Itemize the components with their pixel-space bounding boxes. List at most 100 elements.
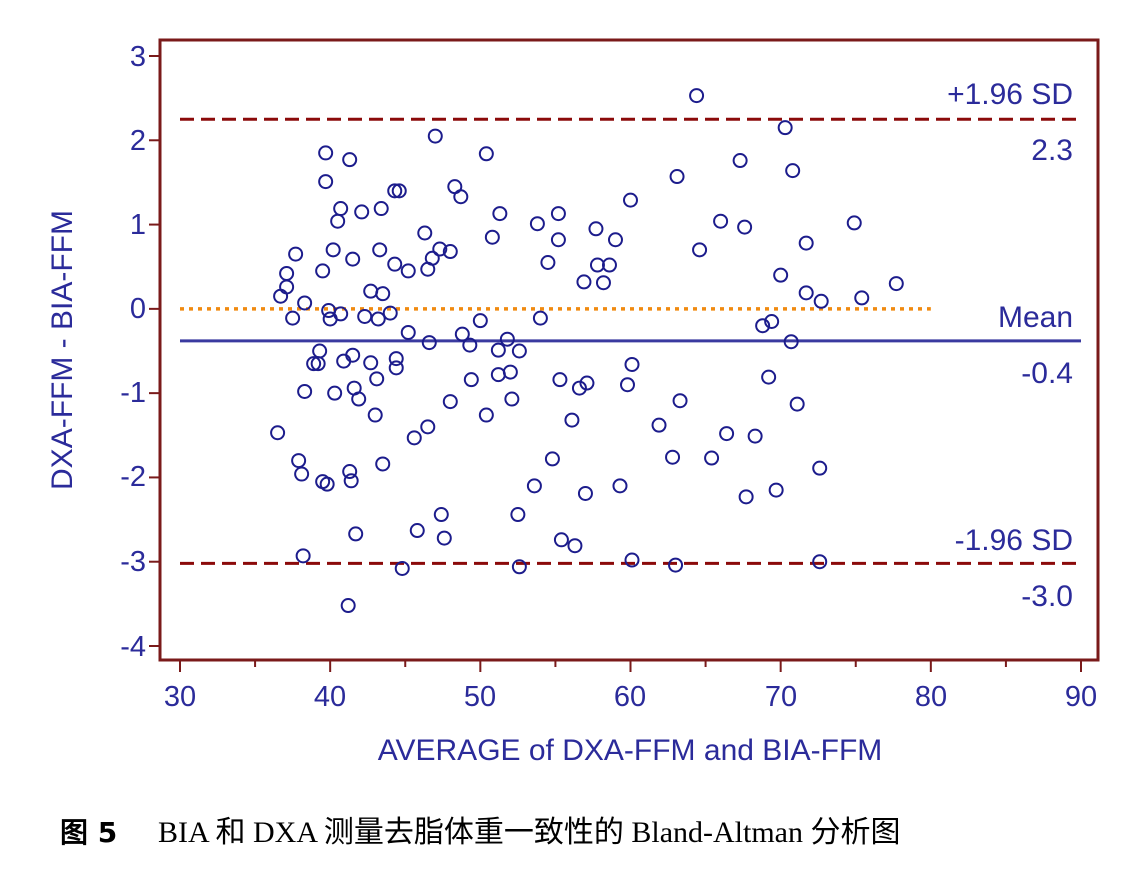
data-point xyxy=(511,343,527,359)
axis-ticks xyxy=(149,55,1082,672)
data-point xyxy=(409,523,425,539)
data-point xyxy=(388,360,404,376)
data-point xyxy=(773,267,789,283)
data-point xyxy=(490,367,506,383)
y-tick-label: -3 xyxy=(120,546,146,578)
y-tick-label: 2 xyxy=(130,125,146,157)
data-point xyxy=(665,449,681,465)
data-point xyxy=(529,216,545,232)
data-point xyxy=(526,478,542,494)
data-point xyxy=(737,219,753,235)
data-point xyxy=(432,241,448,257)
data-point xyxy=(327,385,343,401)
data-point xyxy=(490,342,506,358)
data-point xyxy=(553,532,569,548)
data-point xyxy=(270,425,286,441)
data-point xyxy=(367,407,383,423)
data-point xyxy=(421,335,437,351)
data-point xyxy=(567,538,583,554)
lower-limit-label: -1.96 SD xyxy=(955,524,1073,557)
y-tick-label: -2 xyxy=(120,461,146,493)
y-tick-label: 1 xyxy=(130,209,146,241)
data-point xyxy=(400,263,416,279)
data-point xyxy=(417,225,433,241)
data-point xyxy=(668,557,684,573)
data-point xyxy=(375,286,391,302)
data-point xyxy=(436,530,452,546)
data-point xyxy=(351,391,367,407)
data-point xyxy=(433,507,449,523)
data-point xyxy=(888,276,904,292)
data-point xyxy=(478,146,494,162)
y-tick-label: -1 xyxy=(120,377,146,409)
data-point xyxy=(669,169,685,185)
data-point xyxy=(348,526,364,542)
data-point xyxy=(812,460,828,476)
data-point xyxy=(764,314,780,329)
data-point xyxy=(400,324,416,340)
data-point xyxy=(607,232,623,248)
data-point xyxy=(373,201,389,217)
data-point xyxy=(363,283,379,299)
data-point xyxy=(354,204,370,220)
data-point xyxy=(783,334,799,350)
data-point xyxy=(369,371,385,387)
data-point xyxy=(550,206,566,222)
data-point xyxy=(571,380,587,396)
data-point xyxy=(375,456,391,472)
data-point xyxy=(463,372,479,388)
data-point xyxy=(576,274,592,290)
data-point xyxy=(363,355,379,371)
x-tick-label: 90 xyxy=(1065,681,1097,713)
data-point xyxy=(315,263,331,279)
data-point xyxy=(387,183,403,199)
data-point xyxy=(761,369,777,385)
data-point xyxy=(294,466,310,482)
upper-limit-label: +1.96 SD xyxy=(947,78,1073,111)
data-point xyxy=(342,152,358,168)
data-point xyxy=(420,419,436,435)
data-point xyxy=(747,428,763,444)
data-point xyxy=(454,326,470,342)
data-point xyxy=(442,394,458,410)
data-point xyxy=(601,257,617,273)
data-point xyxy=(288,246,304,262)
data-point xyxy=(318,174,334,190)
data-point xyxy=(312,343,328,359)
data-point xyxy=(564,412,580,428)
data-point xyxy=(511,559,527,575)
x-tick-label: 80 xyxy=(915,681,947,713)
data-point xyxy=(319,476,335,492)
data-point xyxy=(623,192,638,208)
data-point xyxy=(624,356,640,372)
data-point xyxy=(387,256,403,272)
x-tick-label: 30 xyxy=(164,681,196,713)
data-point xyxy=(689,88,705,104)
data-point xyxy=(297,295,313,311)
data-point xyxy=(427,128,443,144)
data-point xyxy=(333,306,349,322)
data-point xyxy=(588,221,604,237)
reference-lines xyxy=(180,117,1081,565)
data-point xyxy=(577,485,593,501)
data-point xyxy=(424,250,440,266)
data-point xyxy=(285,310,301,326)
data-point xyxy=(798,235,814,251)
data-point xyxy=(343,473,359,489)
data-point xyxy=(738,489,754,505)
x-tick-label: 40 xyxy=(314,681,346,713)
data-point xyxy=(510,507,526,523)
plot-frame xyxy=(158,38,1100,662)
data-point xyxy=(719,426,735,442)
data-point xyxy=(785,163,801,179)
data-point xyxy=(453,189,469,205)
data-point xyxy=(388,351,404,367)
data-point xyxy=(651,417,667,433)
data-point xyxy=(484,229,500,245)
data-point xyxy=(812,554,828,570)
data-point xyxy=(382,305,398,321)
data-point xyxy=(462,337,478,353)
mean-value: -0.4 xyxy=(1021,357,1073,390)
data-point xyxy=(732,153,748,169)
data-point xyxy=(502,364,518,380)
